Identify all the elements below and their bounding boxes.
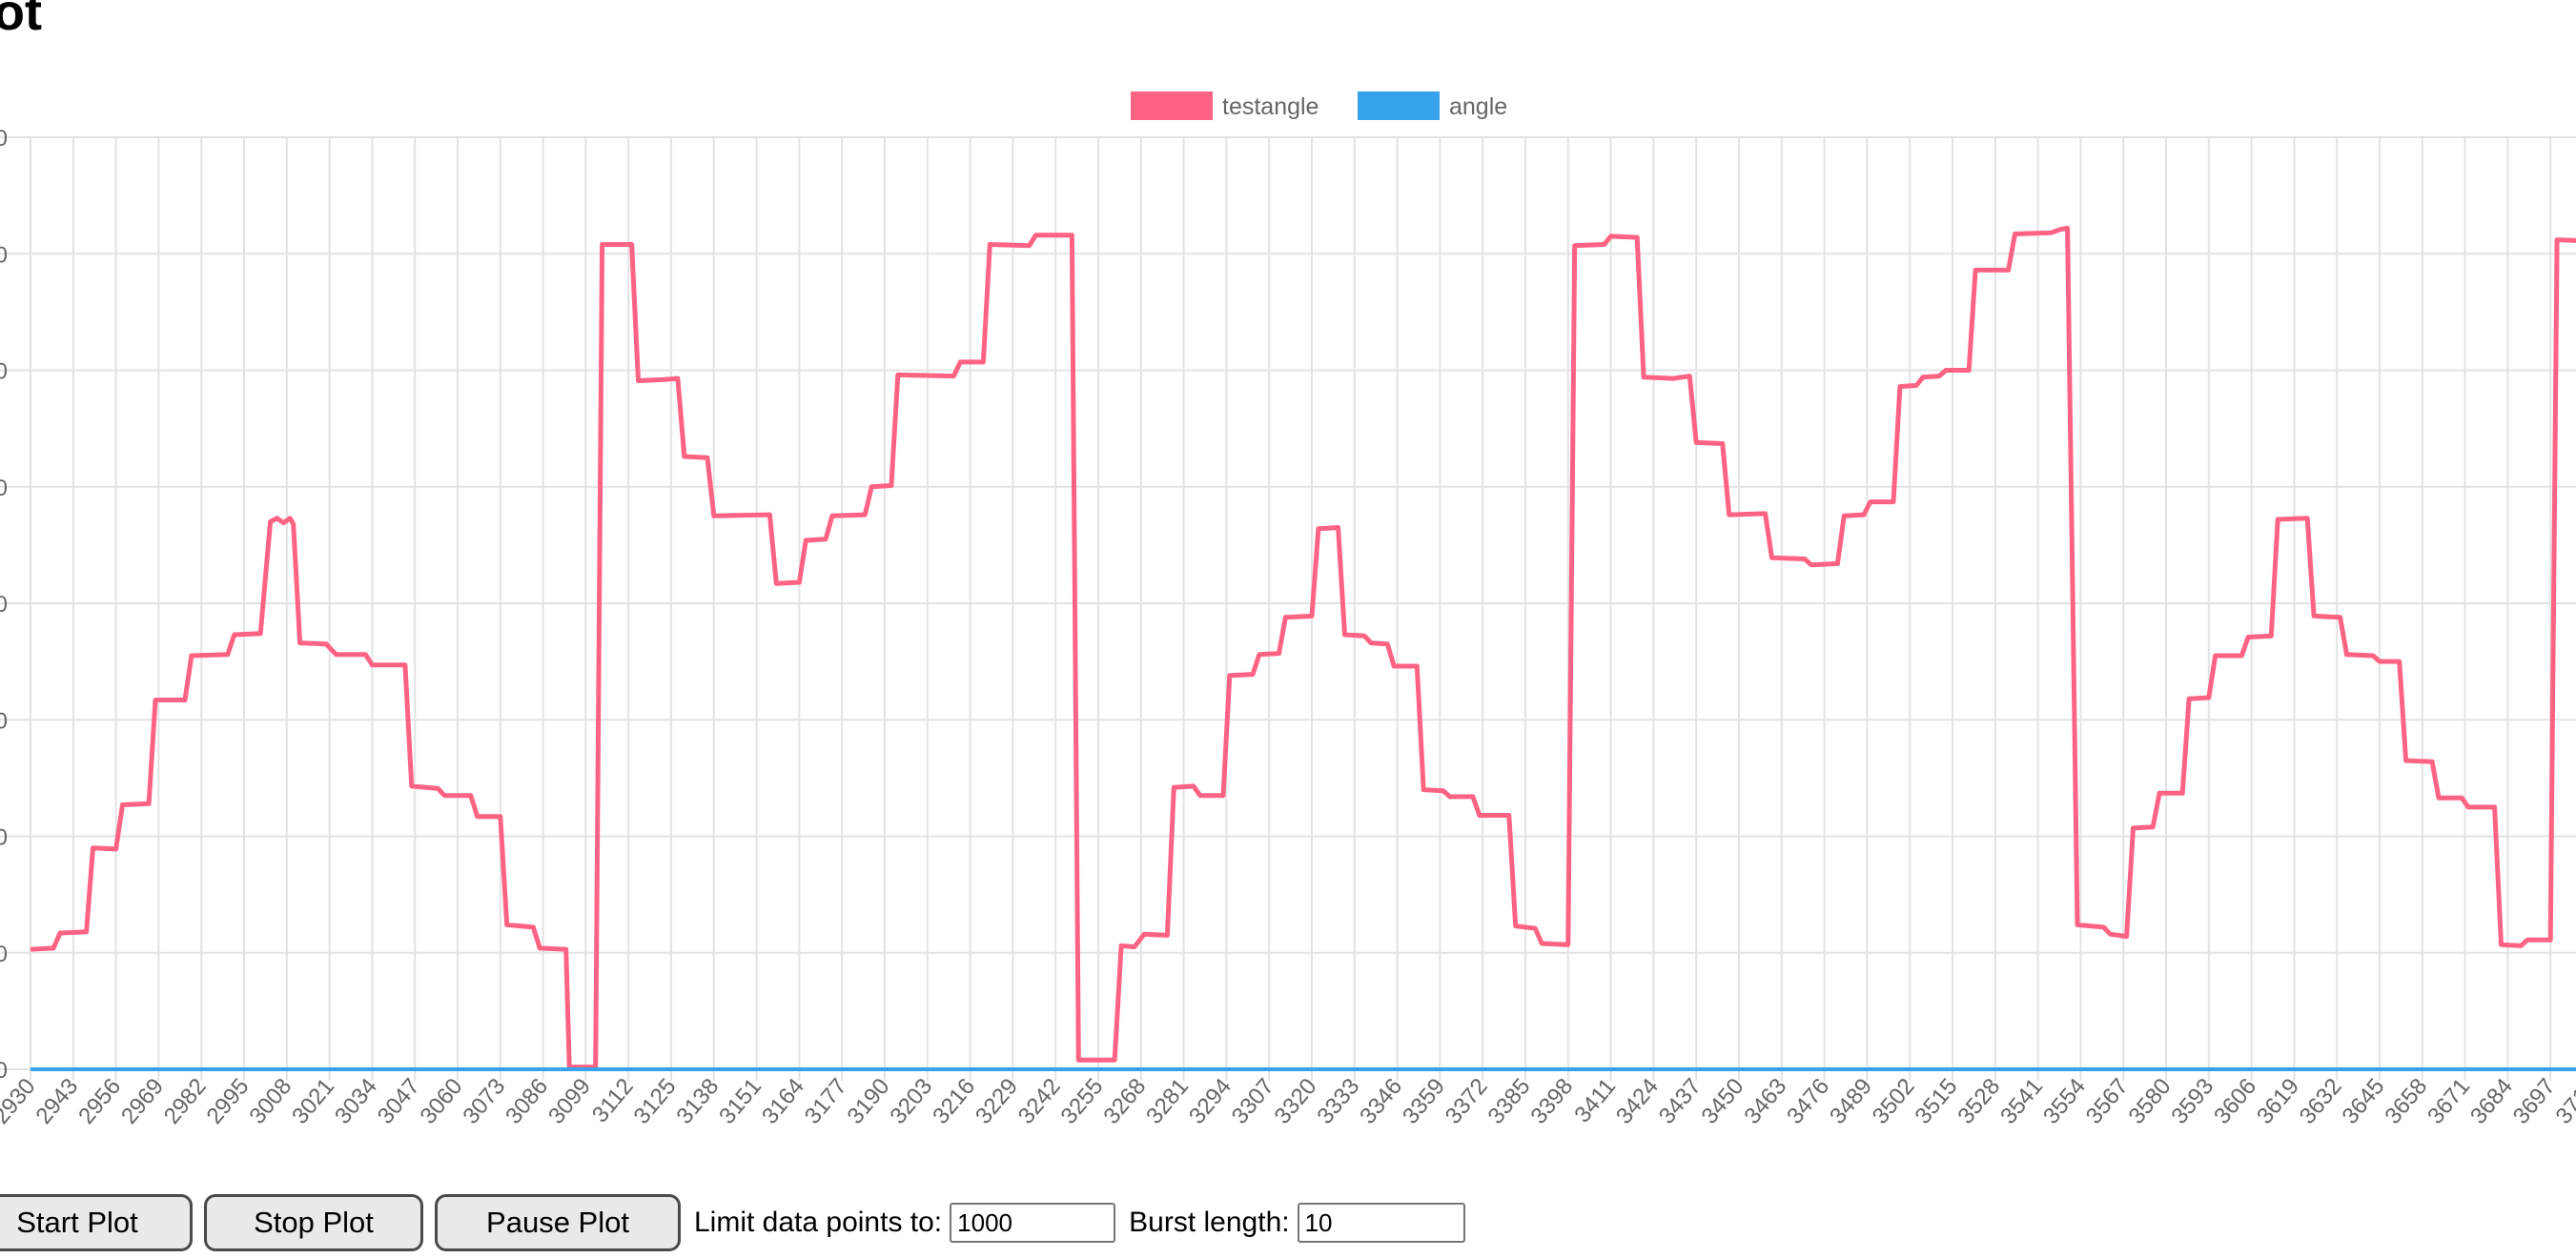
y-axis-ticks: 0 0 0 0 0 0 0 0 0 <box>0 126 8 1084</box>
pause-plot-button[interactable]: Pause Plot <box>435 1194 681 1251</box>
burst-length-input[interactable] <box>1297 1203 1465 1243</box>
x-tick-label: 3619 <box>2252 1074 2304 1129</box>
x-tick-label: 2969 <box>116 1074 169 1129</box>
line-chart: testangle angle 0 0 0 0 0 0 0 0 0 293029432956296… <box>0 91 2576 1129</box>
x-tick-label: 3450 <box>1697 1074 1749 1129</box>
x-tick-label: 3424 <box>1611 1074 1664 1129</box>
stop-plot-button[interactable]: Stop Plot <box>204 1194 423 1251</box>
chart-legend: testangle angle <box>1131 91 1507 120</box>
x-tick-label: 3645 <box>2338 1074 2390 1129</box>
y-tick-label: 0 <box>0 825 8 851</box>
x-tick-label: 3021 <box>287 1074 339 1129</box>
x-tick-label: 3177 <box>800 1074 852 1129</box>
limit-label: Limit data points to: <box>694 1207 943 1238</box>
x-tick-label: 3099 <box>543 1074 596 1129</box>
x-tick-label: 3294 <box>1184 1074 1237 1129</box>
x-tick-label: 3502 <box>1868 1074 1920 1129</box>
y-tick-label: 0 <box>0 126 8 152</box>
legend-swatch-angle <box>1358 91 1440 120</box>
burst-length-label: Burst length: <box>1129 1207 1290 1238</box>
x-tick-label: 3034 <box>330 1074 382 1129</box>
x-tick-label: 3346 <box>1355 1074 1407 1129</box>
x-tick-label: 3203 <box>885 1074 937 1129</box>
x-tick-label: 3671 <box>2423 1074 2475 1129</box>
y-tick-label: 0 <box>0 708 8 734</box>
x-tick-label: 3515 <box>1911 1074 1963 1129</box>
x-tick-label: 3476 <box>1782 1074 1834 1129</box>
x-tick-label: 3398 <box>1525 1074 1578 1129</box>
x-tick-label: 3164 <box>757 1074 809 1129</box>
x-tick-label: 3593 <box>2166 1074 2218 1129</box>
x-tick-label: 3567 <box>2081 1074 2134 1129</box>
limit-data-points-input[interactable] <box>950 1203 1116 1243</box>
x-tick-label: 3333 <box>1312 1074 1364 1129</box>
x-tick-label: 2943 <box>31 1074 83 1129</box>
x-tick-label: 3580 <box>2124 1074 2177 1129</box>
page-title: Plot <box>0 0 42 41</box>
x-tick-label: 3372 <box>1441 1074 1493 1129</box>
x-axis-ticks: 2930294329562969298229953008302130343047… <box>0 1074 2576 1129</box>
y-tick-label: 0 <box>0 476 8 501</box>
x-tick-label: 3112 <box>587 1074 639 1128</box>
x-tick-label: 3138 <box>671 1074 724 1129</box>
legend-swatch-testangle <box>1131 91 1213 120</box>
x-tick-label: 3047 <box>373 1074 425 1129</box>
x-tick-label: 3242 <box>1013 1074 1066 1129</box>
y-tick-label: 0 <box>0 592 8 618</box>
chart-grid <box>0 136 2576 1081</box>
x-tick-label: 3489 <box>1825 1074 1877 1129</box>
x-tick-label: 3385 <box>1483 1074 1536 1129</box>
legend-label-angle: angle <box>1449 93 1507 120</box>
plot-controls: Start Plot Stop Plot Pause Plot Limit da… <box>0 1193 1477 1252</box>
x-tick-label: 3658 <box>2380 1074 2432 1129</box>
x-tick-label: 3125 <box>629 1074 682 1129</box>
x-tick-label: 3437 <box>1654 1074 1707 1129</box>
x-tick-label: 3229 <box>971 1074 1023 1129</box>
y-tick-label: 0 <box>0 359 8 385</box>
x-tick-label: 3255 <box>1056 1074 1109 1129</box>
series-line-testangle <box>30 225 2576 1070</box>
x-tick-label: 3411 <box>1569 1074 1621 1128</box>
y-tick-label: 0 <box>0 942 8 967</box>
x-tick-label: 3190 <box>843 1074 895 1129</box>
x-tick-label: 3307 <box>1227 1074 1279 1129</box>
chart-series <box>30 225 2576 1071</box>
x-tick-label: 3281 <box>1141 1074 1194 1129</box>
x-tick-label: 3060 <box>416 1074 468 1129</box>
x-tick-label: 2956 <box>73 1074 126 1129</box>
x-tick-label: 3320 <box>1270 1074 1322 1129</box>
x-tick-label: 3216 <box>928 1074 980 1129</box>
x-tick-label: 3554 <box>2038 1074 2091 1129</box>
x-tick-label: 3086 <box>501 1074 553 1129</box>
x-tick-label: 2982 <box>159 1074 212 1129</box>
x-tick-label: 3684 <box>2465 1074 2518 1129</box>
x-tick-label: 3697 <box>2508 1074 2561 1129</box>
x-tick-label: 3606 <box>2209 1074 2261 1129</box>
y-tick-label: 0 <box>0 242 8 268</box>
x-tick-label: 3268 <box>1098 1074 1151 1129</box>
legend-label-testangle: testangle <box>1222 93 1319 120</box>
x-tick-label: 3710 <box>2551 1074 2576 1129</box>
x-tick-label: 3151 <box>714 1074 767 1129</box>
y-tick-label: 0 <box>0 1058 8 1084</box>
x-tick-label: 3528 <box>1952 1074 2005 1129</box>
x-tick-label: 3073 <box>458 1074 510 1129</box>
x-tick-label: 3463 <box>1739 1074 1791 1129</box>
x-tick-label: 3359 <box>1398 1074 1450 1129</box>
x-tick-label: 2995 <box>202 1074 255 1129</box>
x-tick-label: 3632 <box>2295 1074 2347 1129</box>
start-plot-button[interactable]: Start Plot <box>0 1194 193 1251</box>
x-tick-label: 3008 <box>244 1074 296 1129</box>
x-tick-label: 3541 <box>1995 1074 2048 1129</box>
